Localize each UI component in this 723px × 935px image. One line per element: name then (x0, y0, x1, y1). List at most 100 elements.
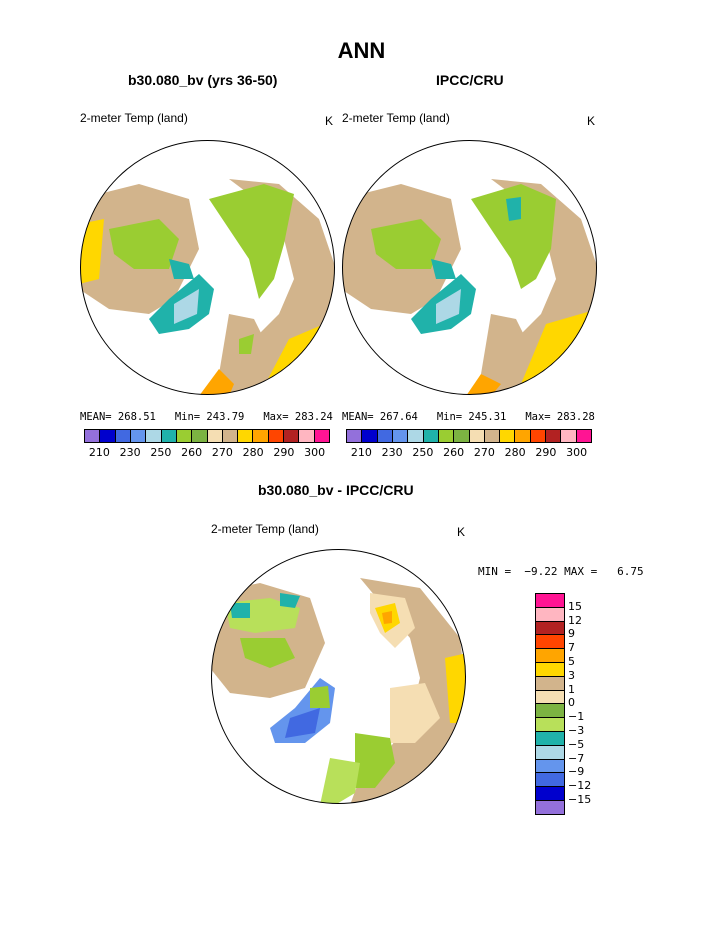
left-colorbar-ticks: 210 230 250 260 270 280 290 300 (84, 446, 330, 460)
colorbar-swatch (423, 430, 439, 442)
colorbar-tick-label: 260 (443, 446, 465, 459)
colorbar-tick-label: 250 (412, 446, 434, 459)
colorbar-tick-label: 250 (150, 446, 172, 459)
colorbar-tick-label: 7 (568, 641, 575, 655)
colorbar-swatch (314, 430, 329, 442)
colorbar-tick-label: −1 (568, 710, 585, 724)
figure-title: ANN (337, 38, 386, 63)
colorbar-swatch (536, 704, 564, 719)
colorbar-swatch (207, 430, 223, 442)
left-panel-stats: MEAN= 268.51 Min= 243.79 Max= 283.24 (80, 411, 333, 423)
colorbar-swatch (500, 430, 516, 442)
colorbar-tick-label: −12 (568, 779, 592, 793)
colorbar-tick-label: −7 (568, 751, 585, 765)
right-polar-map (342, 140, 597, 395)
colorbar-swatch (536, 731, 564, 746)
colorbar-swatch (536, 594, 564, 608)
colorbar-swatch (536, 621, 564, 636)
right-panel-label: 2-meter Temp (land) (342, 111, 450, 125)
colorbar-tick-label: 290 (535, 446, 557, 459)
diff-polar-map (211, 549, 466, 804)
right-panel-unit: K (587, 114, 596, 128)
colorbar-swatch (100, 430, 116, 442)
diff-stats: MIN = −9.22 MAX = 6.75 (478, 565, 644, 578)
colorbar-tick-label: 5 (568, 655, 575, 668)
colorbar-tick-label: 280 (504, 446, 526, 459)
colorbar-swatch (238, 430, 254, 442)
colorbar-swatch (85, 430, 101, 442)
colorbar-swatch (454, 430, 470, 442)
colorbar-swatch (536, 607, 564, 622)
left-panel-title: b30.080_bv (yrs 36-50) (128, 72, 278, 88)
colorbar-swatch (536, 690, 564, 705)
colorbar-tick-label: 12 (568, 613, 582, 627)
colorbar-swatch (576, 430, 591, 442)
colorbar-swatch (536, 718, 564, 732)
colorbar-tick-label: −9 (568, 765, 585, 779)
colorbar-tick-label: 300 (304, 446, 326, 459)
right-panel-stats: MEAN= 267.64 Min= 245.31 Max= 283.28 (342, 411, 595, 423)
left-panel-label: 2-meter Temp (land) (80, 111, 188, 125)
colorbar-swatch (536, 773, 564, 788)
colorbar-tick-label: 230 (381, 446, 403, 459)
colorbar-tick-label: 3 (568, 668, 575, 682)
colorbar-tick-label: 210 (88, 446, 110, 459)
colorbar-swatch (392, 430, 409, 442)
diff-colorbar (535, 593, 565, 815)
colorbar-swatch (192, 430, 208, 442)
colorbar-swatch (222, 430, 239, 442)
colorbar-swatch (268, 430, 285, 442)
colorbar-tick-label: 0 (568, 696, 575, 710)
colorbar-swatch (362, 430, 378, 442)
colorbar-tick-label: 230 (119, 446, 141, 459)
left-colorbar (84, 429, 330, 443)
colorbar-swatch (299, 430, 315, 442)
colorbar-swatch (161, 430, 177, 442)
colorbar-swatch (536, 745, 564, 760)
colorbar-tick-label: 300 (566, 446, 588, 459)
colorbar-swatch (546, 430, 562, 442)
colorbar-tick-label: −5 (568, 737, 585, 751)
colorbar-swatch (176, 430, 193, 442)
diff-panel-label: 2-meter Temp (land) (211, 522, 319, 536)
colorbar-swatch (515, 430, 531, 442)
left-panel-unit: K (325, 114, 334, 128)
colorbar-swatch (530, 430, 547, 442)
colorbar-swatch (284, 430, 300, 442)
colorbar-swatch (469, 430, 485, 442)
colorbar-swatch (408, 430, 424, 442)
colorbar-swatch (438, 430, 455, 442)
colorbar-swatch (536, 800, 564, 814)
colorbar-swatch (377, 430, 393, 442)
colorbar-swatch (536, 635, 564, 650)
right-colorbar (346, 429, 592, 443)
colorbar-swatch (536, 649, 564, 663)
colorbar-tick-label: −15 (568, 793, 592, 806)
colorbar-swatch (115, 430, 131, 442)
colorbar-tick-label: 270 (473, 446, 495, 459)
colorbar-tick-label: 9 (568, 627, 575, 641)
colorbar-tick-label: 210 (350, 446, 372, 459)
colorbar-tick-label: 260 (181, 446, 203, 459)
right-colorbar-ticks: 210 230 250 260 270 280 290 300 (346, 446, 592, 460)
colorbar-swatch (146, 430, 162, 442)
colorbar-tick-label: 290 (273, 446, 295, 459)
colorbar-swatch (253, 430, 269, 442)
colorbar-tick-label: 1 (568, 682, 575, 696)
colorbar-tick-label: 280 (242, 446, 264, 459)
diff-colorbar-ticks: 15 12 9 7 5 3 1 0 −1 −3 −5 −7 −9 −12 −15 (568, 593, 608, 806)
colorbar-swatch (484, 430, 501, 442)
colorbar-swatch (536, 662, 564, 677)
colorbar-tick-label: 15 (568, 599, 582, 613)
colorbar-swatch (347, 430, 363, 442)
left-polar-map (80, 140, 335, 395)
colorbar-tick-label: −3 (568, 724, 585, 737)
colorbar-swatch (561, 430, 577, 442)
diff-title: b30.080_bv - IPCC/CRU (258, 482, 414, 498)
colorbar-tick-label: 270 (211, 446, 233, 459)
diff-panel-unit: K (457, 525, 466, 539)
colorbar-swatch (536, 787, 564, 801)
colorbar-swatch (130, 430, 147, 442)
colorbar-swatch (536, 759, 564, 774)
colorbar-swatch (536, 676, 564, 691)
